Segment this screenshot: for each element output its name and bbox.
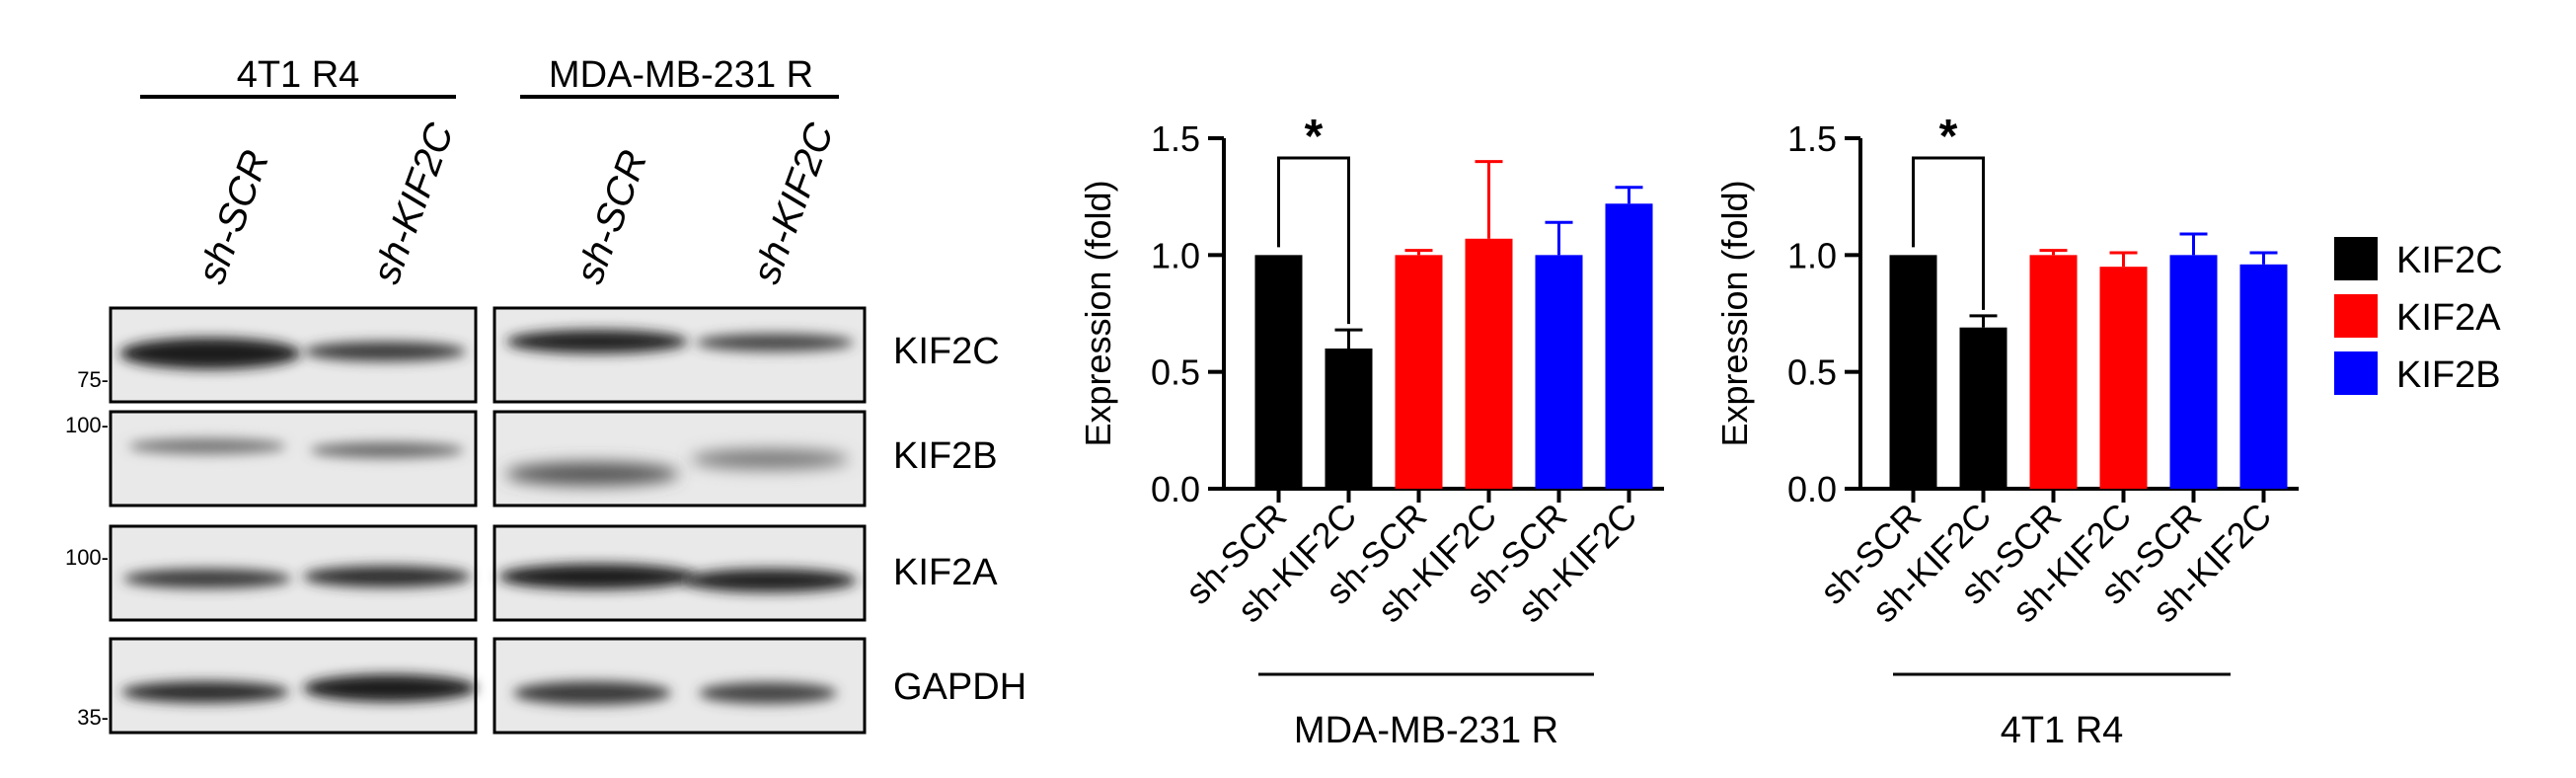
band [691,449,849,469]
blot-row-kif2c: KIF2C 75- [77,306,1000,404]
blot-row-label: KIF2A [893,552,998,593]
band [498,564,696,589]
legend: KIF2C KIF2A KIF2B [2334,237,2503,396]
y-tick-label: 1.0 [1151,235,1200,275]
band [310,442,464,458]
significance-bracket [1912,156,1985,310]
western-blot-panel: 4T1 R4 MDA-MB-231 R sh-SCR sh-KIF2C sh-S… [65,54,1026,735]
blot-lane-label: sh-SCR [568,144,655,289]
bar [1465,238,1513,489]
bar [1254,255,1303,489]
y-axis-label: Expression (fold) [1078,180,1118,446]
significance-bracket [1277,156,1350,325]
band [128,438,286,454]
bar [2239,264,2288,489]
y-tick-label: 0.0 [1787,469,1837,509]
bar [1959,327,2008,489]
blot-marker: 100- [65,545,109,570]
y-tick-label: 1.5 [1151,118,1200,159]
y-tick-label: 0.5 [1787,352,1837,393]
bar [1889,255,1937,489]
bar [2099,267,2148,489]
group-label: MDA-MB-231 R [1294,710,1558,751]
band [123,569,291,588]
legend-swatch-kif2c [2334,237,2378,280]
significance-star: * [1939,111,1958,163]
blot-row-kif2b: KIF2B 100- [65,410,998,507]
band [513,681,671,705]
band [303,674,477,702]
band [303,566,471,587]
significance-star: * [1305,111,1324,163]
blot-row-label: KIF2B [893,435,998,477]
blot-lane-label: sh-KIF2C [364,117,463,289]
y-axis-label: Expression (fold) [1714,180,1755,446]
bar [1325,349,1373,489]
blot-row-label: GAPDH [893,666,1026,708]
band [119,338,301,369]
band [696,334,854,351]
y-tick-label: 0.0 [1151,469,1200,509]
blot-marker: 75- [77,367,109,392]
y-tick-label: 1.0 [1787,235,1837,275]
legend-swatch-kif2a [2334,294,2378,338]
y-tick-label: 0.5 [1151,352,1200,393]
blot-marker: 35- [77,705,109,730]
blot-group-label-0: 4T1 R4 [237,54,360,96]
blot-row-gapdh: GAPDH 35- [77,637,1026,735]
blot-group-label-1: MDA-MB-231 R [549,54,813,96]
band [505,462,679,486]
y-tick-label: 1.5 [1787,118,1837,159]
legend-label-kif2b: KIF2B [2396,354,2501,396]
blot-lane-label: sh-KIF2C [744,117,843,289]
band [121,681,289,703]
band [699,682,837,704]
band [683,569,857,592]
blot-row-kif2a: KIF2A 100- [65,524,998,622]
bar [2169,255,2218,489]
legend-label-kif2c: KIF2C [2396,240,2503,281]
group-label: 4T1 R4 [2001,710,2124,751]
blot-lane-label: sh-SCR [189,144,277,289]
band [506,330,688,353]
legend-swatch-kif2b [2334,351,2378,395]
blot-marker: 100- [65,413,109,437]
legend-label-kif2a: KIF2A [2396,297,2501,339]
band [304,342,466,361]
bar [1395,255,1443,489]
bar [1605,203,1653,489]
bar [2029,255,2078,489]
blot-row-label: KIF2C [893,331,1000,372]
bar [1535,255,1583,489]
